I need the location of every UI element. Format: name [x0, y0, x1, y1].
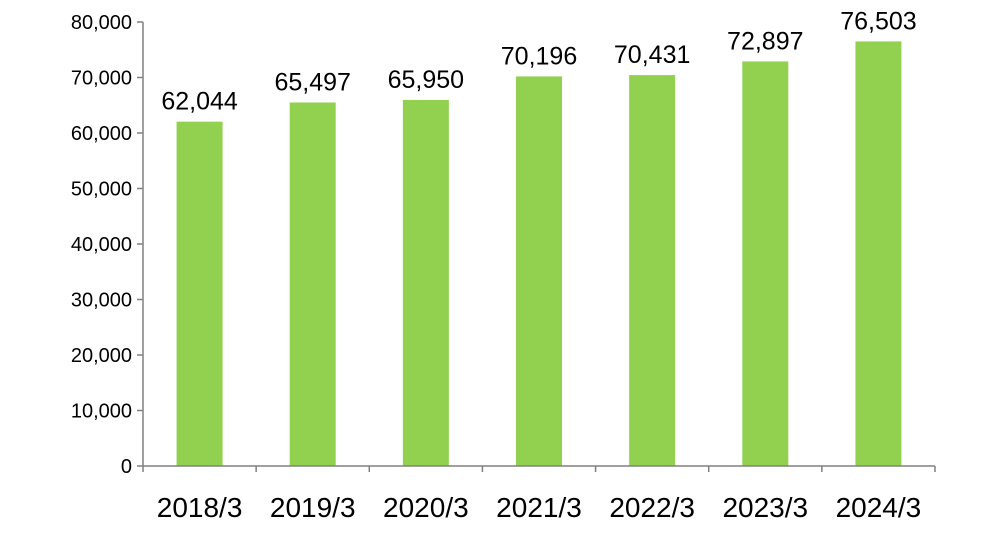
data-label: 65,950 [388, 66, 464, 94]
x-tick-label: 2022/3 [609, 492, 695, 523]
data-labels: 62,044 65,497 65,950 70,196 70,431 72,897 76,5… [161, 7, 916, 115]
y-tick-label: 80,000 [71, 12, 132, 34]
data-label: 62,044 [161, 88, 238, 116]
y-tick-label: 70,000 [71, 68, 132, 90]
bar [402, 99, 449, 466]
x-tick-label: 2019/3 [270, 492, 356, 523]
x-tick-label: 2020/3 [383, 492, 469, 523]
y-tick-label: 10,000 [71, 401, 132, 423]
y-tick-label: 0 [121, 456, 132, 478]
bar [516, 76, 562, 466]
data-label: 72,897 [727, 27, 803, 55]
y-tick-label: 20,000 [71, 345, 132, 367]
x-tick-label: 2024/3 [836, 492, 922, 523]
bar-series [176, 41, 902, 467]
bar [289, 102, 336, 467]
x-tick-label: 2018/3 [157, 492, 243, 523]
bar [629, 75, 676, 467]
bar [742, 61, 789, 466]
data-label: 70,431 [614, 41, 690, 69]
y-tick-label: 30,000 [71, 290, 132, 312]
data-label: 76,503 [840, 7, 916, 35]
x-tick-label: 2021/3 [496, 492, 582, 523]
y-tick-label: 60,000 [71, 123, 132, 145]
x-axis: 2018/3 2019/3 2020/3 2021/3 2022/3 2023/3 2024… [142, 465, 936, 523]
bar [176, 121, 223, 467]
x-tick-label: 2023/3 [722, 492, 808, 523]
data-label: 65,497 [274, 68, 350, 96]
y-axis: 0 10,000 20,000 30,000 40,000 50,000 60,000 70,… [71, 12, 144, 478]
bar [855, 41, 902, 466]
y-tick-label: 50,000 [71, 179, 132, 201]
y-tick-label: 40,000 [71, 234, 132, 256]
data-label: 70,196 [501, 42, 577, 70]
